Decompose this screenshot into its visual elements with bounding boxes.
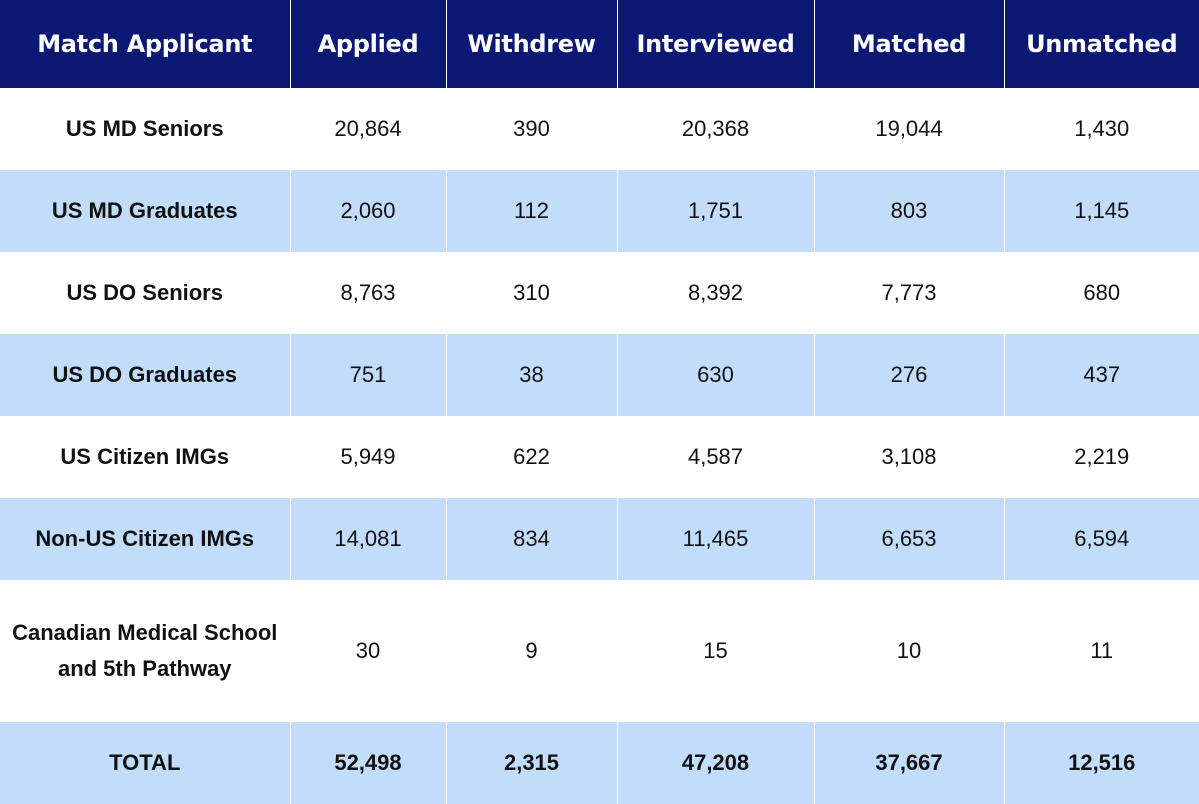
header-row: Match Applicant Applied Withdrew Intervi… bbox=[0, 0, 1199, 88]
interviewed-cell: 15 bbox=[616, 580, 815, 722]
table-header: Match Applicant Applied Withdrew Intervi… bbox=[0, 0, 1199, 88]
unmatched-cell: 437 bbox=[1003, 334, 1199, 416]
interviewed-cell: 20,368 bbox=[616, 88, 815, 170]
total-matched-cell: 37,667 bbox=[813, 722, 1005, 804]
unmatched-cell: 6,594 bbox=[1003, 498, 1199, 580]
total-unmatched-cell: 12,516 bbox=[1003, 722, 1199, 804]
applied-cell: 2,060 bbox=[289, 170, 447, 252]
table-row: Non-US Citizen IMGs 14,081 834 11,465 6,… bbox=[0, 498, 1199, 580]
matched-cell: 6,653 bbox=[813, 498, 1005, 580]
row-label: US Citizen IMGs bbox=[0, 416, 291, 498]
total-interviewed-cell: 47,208 bbox=[616, 722, 815, 804]
interviewed-cell: 4,587 bbox=[616, 416, 815, 498]
row-label: US DO Seniors bbox=[0, 252, 291, 334]
interviewed-cell: 630 bbox=[616, 334, 815, 416]
applied-cell: 14,081 bbox=[289, 498, 447, 580]
applied-cell: 30 bbox=[289, 580, 447, 722]
table-row: US DO Graduates 751 38 630 276 437 bbox=[0, 334, 1199, 416]
total-row: TOTAL 52,498 2,315 47,208 37,667 12,516 bbox=[0, 722, 1199, 804]
matched-cell: 7,773 bbox=[813, 252, 1005, 334]
applied-cell: 20,864 bbox=[289, 88, 447, 170]
table-row: US Citizen IMGs 5,949 622 4,587 3,108 2,… bbox=[0, 416, 1199, 498]
unmatched-cell: 1,145 bbox=[1003, 170, 1199, 252]
row-label: Canadian Medical School and 5th Pathway bbox=[0, 580, 291, 722]
table-row: US MD Graduates 2,060 112 1,751 803 1,14… bbox=[0, 170, 1199, 252]
table-row: US MD Seniors 20,864 390 20,368 19,044 1… bbox=[0, 88, 1199, 170]
matched-cell: 19,044 bbox=[813, 88, 1005, 170]
row-label: US DO Graduates bbox=[0, 334, 291, 416]
row-label: Non-US Citizen IMGs bbox=[0, 498, 291, 580]
column-header-matched: Matched bbox=[813, 0, 1005, 88]
withdrew-cell: 38 bbox=[445, 334, 618, 416]
row-label: US MD Graduates bbox=[0, 170, 291, 252]
withdrew-cell: 9 bbox=[445, 580, 618, 722]
unmatched-cell: 11 bbox=[1003, 580, 1199, 722]
matched-cell: 3,108 bbox=[813, 416, 1005, 498]
interviewed-cell: 11,465 bbox=[616, 498, 815, 580]
total-label: TOTAL bbox=[0, 722, 291, 804]
unmatched-cell: 2,219 bbox=[1003, 416, 1199, 498]
matched-cell: 803 bbox=[813, 170, 1005, 252]
applied-cell: 751 bbox=[289, 334, 447, 416]
withdrew-cell: 390 bbox=[445, 88, 618, 170]
interviewed-cell: 1,751 bbox=[616, 170, 815, 252]
column-header-interviewed: Interviewed bbox=[616, 0, 815, 88]
matched-cell: 276 bbox=[813, 334, 1005, 416]
unmatched-cell: 680 bbox=[1003, 252, 1199, 334]
column-header-unmatched: Unmatched bbox=[1003, 0, 1199, 88]
withdrew-cell: 310 bbox=[445, 252, 618, 334]
table-row: US DO Seniors 8,763 310 8,392 7,773 680 bbox=[0, 252, 1199, 334]
column-header-applicant: Match Applicant bbox=[0, 0, 291, 88]
table-body: US MD Seniors 20,864 390 20,368 19,044 1… bbox=[0, 88, 1199, 804]
matched-cell: 10 bbox=[813, 580, 1005, 722]
applied-cell: 8,763 bbox=[289, 252, 447, 334]
total-applied-cell: 52,498 bbox=[289, 722, 447, 804]
withdrew-cell: 834 bbox=[445, 498, 618, 580]
withdrew-cell: 112 bbox=[445, 170, 618, 252]
unmatched-cell: 1,430 bbox=[1003, 88, 1199, 170]
column-header-applied: Applied bbox=[289, 0, 447, 88]
withdrew-cell: 622 bbox=[445, 416, 618, 498]
table-row: Canadian Medical School and 5th Pathway … bbox=[0, 580, 1199, 722]
column-header-withdrew: Withdrew bbox=[445, 0, 618, 88]
interviewed-cell: 8,392 bbox=[616, 252, 815, 334]
applied-cell: 5,949 bbox=[289, 416, 447, 498]
row-label: US MD Seniors bbox=[0, 88, 291, 170]
total-withdrew-cell: 2,315 bbox=[445, 722, 618, 804]
